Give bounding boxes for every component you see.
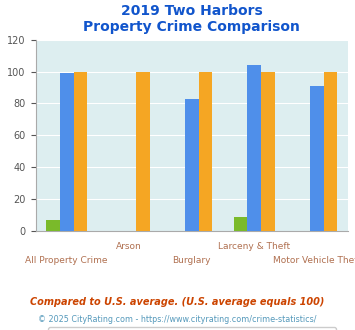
Bar (185, 99, 198, 231)
Bar (136, 72, 150, 231)
Bar (323, 72, 337, 231)
Text: © 2025 CityRating.com - https://www.cityrating.com/crime-statistics/: © 2025 CityRating.com - https://www.city… (38, 315, 317, 324)
Text: Motor Vehicle Theft: Motor Vehicle Theft (273, 256, 355, 265)
Bar (234, 217, 247, 231)
Text: All Property Crime: All Property Crime (26, 256, 108, 265)
Legend: Two Harbors, Minnesota, National: Two Harbors, Minnesota, National (48, 326, 336, 330)
Bar (310, 86, 323, 231)
Bar (46, 220, 60, 231)
Title: 2019 Two Harbors
Property Crime Comparison: 2019 Two Harbors Property Crime Comparis… (83, 4, 300, 34)
Bar (247, 65, 261, 231)
Bar (73, 72, 87, 231)
Bar (198, 72, 212, 231)
Text: Burglary: Burglary (173, 256, 211, 265)
Text: Arson: Arson (116, 243, 142, 251)
Text: Larceny & Theft: Larceny & Theft (218, 243, 290, 251)
Bar (261, 72, 275, 231)
Bar (60, 73, 73, 231)
Text: Compared to U.S. average. (U.S. average equals 100): Compared to U.S. average. (U.S. average … (30, 297, 325, 307)
